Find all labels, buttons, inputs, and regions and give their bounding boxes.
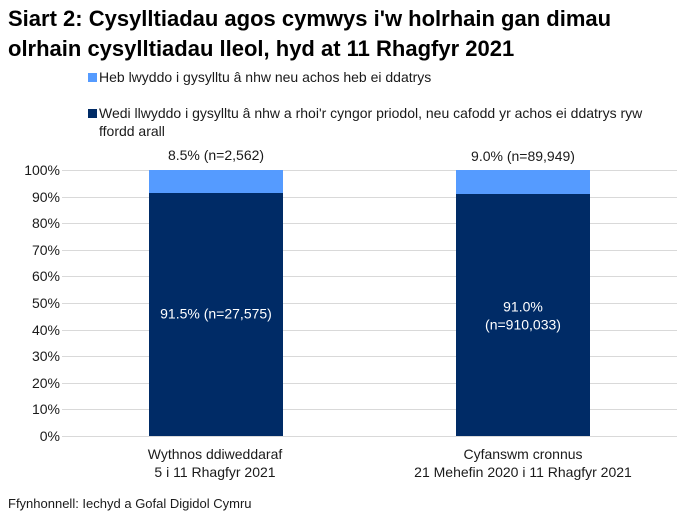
y-tick: 70% (31, 241, 60, 258)
legend-item-success: Wedi llwyddo i gysylltu â nhw a rhoi'r c… (86, 104, 676, 140)
chart-title: Siart 2: Cysylltiadau agos cymwys i'w ho… (8, 6, 612, 61)
y-tick: 0% (39, 428, 60, 444)
bar-segment-success (456, 193, 590, 436)
gridline (62, 196, 677, 198)
gridline (62, 382, 677, 384)
y-tick: 30% (31, 348, 60, 365)
y-tick: 20% (31, 374, 60, 391)
gridline (62, 356, 677, 358)
gridline (62, 409, 677, 411)
legend-label: Wedi llwyddo i gysylltu â nhw a rhoi'r c… (99, 105, 643, 139)
gridline (62, 223, 677, 225)
legend-swatch-dark-blue (88, 109, 97, 118)
data-label-success-line2: (n=910,033) (485, 316, 561, 333)
bar-segment-success (149, 192, 283, 436)
x-label-line2: 21 Mehefin 2020 i 11 Rhagfyr 2021 (414, 464, 632, 480)
gridline (62, 276, 677, 278)
bar-latest-week: 8.5% (n=2,562) 91.5% (n=27,575) (149, 147, 283, 436)
legend-item-fail: Heb lwyddo i gysylltu â nhw neu achos he… (86, 68, 676, 86)
bar-segment-fail (149, 170, 283, 193)
gridline (62, 303, 677, 304)
bar-cumulative: 9.0% (n=89,949) 91.0% (n=910,033) (456, 148, 590, 436)
legend-label: Heb lwyddo i gysylltu â nhw neu achos he… (99, 69, 432, 85)
y-tick: 40% (31, 321, 60, 338)
x-label-line1: Wythnos ddiweddaraf (147, 446, 283, 462)
x-label-line1: Cyfanswm cronnus (463, 446, 583, 462)
plot-area: 8.5% (n=2,562) 91.5% (n=27,575) 9.0% (n=… (62, 147, 677, 437)
gridline (62, 436, 677, 437)
data-label-success-line1: 91.0% (503, 298, 543, 315)
y-tick: 10% (31, 401, 60, 418)
x-category-label-latest-week: Wythnos ddiweddaraf 5 i 11 Rhagfyr 2021 (110, 445, 320, 481)
x-category-label-cumulative: Cyfanswm cronnus 21 Mehefin 2020 i 11 Rh… (393, 445, 653, 481)
y-tick: 60% (31, 268, 60, 285)
bar-segment-fail (456, 170, 590, 194)
y-tick: 80% (31, 215, 60, 232)
y-tick: 100% (24, 162, 60, 178)
legend-swatch-light-blue (88, 73, 97, 82)
data-label-success: 91.5% (n=27,575) (160, 305, 272, 322)
gridline (62, 329, 677, 331)
data-label-fail: 9.0% (n=89,949) (471, 148, 575, 164)
gridline (62, 249, 677, 251)
data-label-fail: 8.5% (n=2,562) (167, 147, 265, 163)
legend: Heb lwyddo i gysylltu â nhw neu achos he… (86, 68, 676, 140)
gridline (62, 170, 677, 171)
source-note: Ffynhonnell: Iechyd a Gofal Digidol Cymr… (8, 496, 252, 511)
x-label-line2: 5 i 11 Rhagfyr 2021 (154, 464, 276, 480)
y-tick: 50% (31, 295, 60, 311)
y-tick: 90% (31, 188, 60, 205)
